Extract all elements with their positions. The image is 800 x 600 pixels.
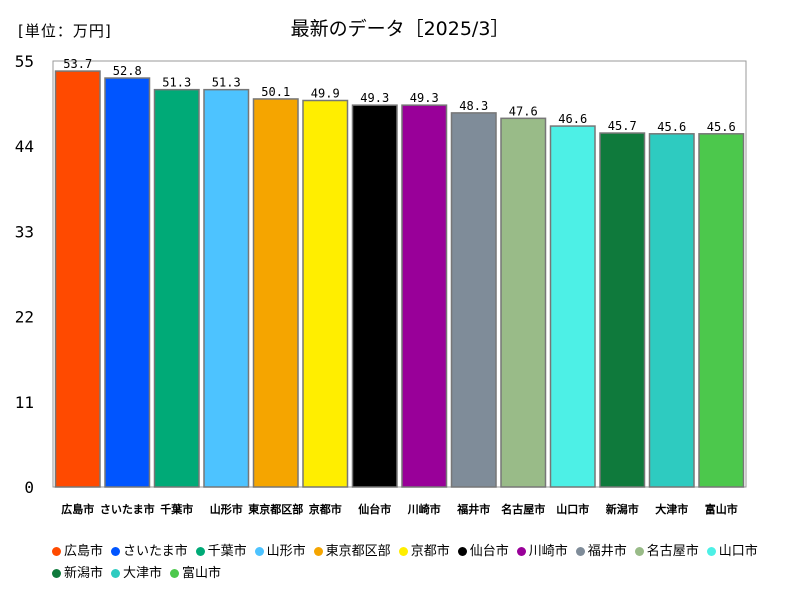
bar bbox=[203, 88, 250, 488]
x-tick-label: 新潟市 bbox=[606, 502, 639, 516]
legend-marker-icon bbox=[706, 547, 716, 556]
x-tick-label: 広島市 bbox=[61, 502, 94, 516]
legend-marker-icon bbox=[634, 547, 644, 556]
data-label: 45.6 bbox=[657, 120, 686, 134]
legend-label: 福井市 bbox=[587, 544, 627, 559]
x-tick-label: 福井市 bbox=[456, 502, 490, 516]
data-label: 49.9 bbox=[311, 87, 340, 101]
x-tick-label: さいたま市 bbox=[100, 502, 155, 516]
legend-marker-icon bbox=[52, 569, 61, 578]
legend-item: 富山市 bbox=[170, 563, 221, 584]
legend-item: 大津市 bbox=[111, 563, 162, 584]
data-label: 53.7 bbox=[63, 57, 92, 71]
y-tick-label: 55 bbox=[15, 52, 34, 71]
bar bbox=[549, 125, 596, 488]
legend-label: 千葉市 bbox=[207, 544, 247, 559]
legend-item: 京都市 bbox=[398, 541, 450, 562]
bar bbox=[302, 99, 349, 488]
bar bbox=[104, 77, 151, 488]
x-tick-label: 名古屋市 bbox=[501, 502, 545, 516]
data-label: 51.3 bbox=[162, 76, 191, 90]
legend-marker-icon bbox=[254, 547, 264, 556]
x-tick-label: 川崎市 bbox=[407, 502, 441, 516]
bar bbox=[648, 133, 695, 488]
legend-label: 仙台市 bbox=[469, 544, 509, 559]
data-label: 48.3 bbox=[459, 99, 488, 113]
legend-marker-icon bbox=[516, 547, 526, 556]
y-tick-label: 33 bbox=[15, 222, 34, 241]
data-label: 49.3 bbox=[410, 91, 439, 105]
x-tick-label: 東京都区部 bbox=[248, 502, 303, 516]
x-tick-label: 山口市 bbox=[556, 502, 589, 516]
bar bbox=[153, 88, 200, 488]
x-tick-label: 仙台市 bbox=[358, 502, 391, 516]
bar bbox=[698, 133, 745, 488]
legend-item: 山形市 bbox=[254, 541, 306, 562]
data-label: 47.6 bbox=[509, 104, 538, 118]
bar bbox=[54, 70, 101, 488]
unit-label: [単位：万円] bbox=[18, 22, 112, 40]
legend-item: 千葉市 bbox=[195, 541, 247, 562]
data-label: 52.8 bbox=[113, 64, 142, 78]
legend-label: さいたま市 bbox=[123, 544, 188, 559]
legend-marker-icon bbox=[398, 547, 408, 556]
bar bbox=[599, 132, 646, 488]
legend-item: 広島市 bbox=[52, 541, 103, 562]
legend-label: 東京都区部 bbox=[325, 544, 391, 559]
data-label: 46.6 bbox=[558, 112, 587, 126]
x-tick-label: 山形市 bbox=[210, 502, 243, 516]
x-tick-label: 富山市 bbox=[705, 502, 738, 516]
legend-label: 山口市 bbox=[718, 544, 758, 559]
legend-label: 富山市 bbox=[182, 566, 222, 581]
legend-label: 川崎市 bbox=[528, 544, 568, 559]
bar bbox=[450, 112, 497, 488]
legend-item: さいたま市 bbox=[111, 541, 188, 562]
y-tick-label: 44 bbox=[15, 137, 34, 156]
legend-marker-icon bbox=[457, 547, 467, 556]
legend-marker-icon bbox=[111, 569, 121, 578]
legend-marker-icon bbox=[313, 547, 323, 556]
x-tick-label: 千葉市 bbox=[160, 502, 193, 516]
legend-label: 大津市 bbox=[123, 566, 163, 581]
legend-item: 福井市 bbox=[575, 541, 627, 562]
legend-label: 名古屋市 bbox=[646, 544, 699, 559]
legend-item: 川崎市 bbox=[516, 541, 568, 562]
data-label: 45.7 bbox=[608, 119, 637, 133]
legend-label: 新潟市 bbox=[64, 566, 104, 581]
data-label: 45.6 bbox=[707, 120, 736, 134]
legend-marker-icon bbox=[52, 547, 61, 556]
legend-item: 仙台市 bbox=[457, 541, 509, 562]
y-tick-label: 22 bbox=[15, 308, 34, 327]
legend-marker-icon bbox=[195, 547, 205, 556]
legend-marker-icon bbox=[575, 547, 585, 556]
data-label: 50.1 bbox=[261, 85, 290, 99]
legend-label: 山形市 bbox=[266, 544, 306, 559]
data-label: 49.3 bbox=[360, 91, 389, 105]
legend-item: 山口市 bbox=[706, 541, 758, 562]
chart-title: 最新のデータ［2025/3］ bbox=[290, 18, 510, 40]
y-tick-label: 11 bbox=[15, 393, 34, 412]
bar bbox=[401, 104, 448, 488]
bar bbox=[351, 104, 398, 488]
legend-marker-icon bbox=[170, 569, 180, 578]
y-tick-label: 0 bbox=[24, 478, 34, 497]
chart-legend: 広島市 さいたま市 千葉市 山形市 東京都区部 京都市 仙台市 川崎市 福井市 名古屋市 山口市新潟… bbox=[52, 541, 792, 585]
legend-marker-icon bbox=[111, 547, 121, 556]
legend-item: 東京都区部 bbox=[313, 541, 391, 562]
legend-label: 京都市 bbox=[410, 544, 450, 559]
data-label: 51.3 bbox=[212, 76, 241, 90]
bar bbox=[500, 117, 547, 488]
legend-item: 新潟市 bbox=[52, 563, 103, 584]
legend-label: 広島市 bbox=[64, 544, 104, 559]
legend-item: 名古屋市 bbox=[634, 541, 699, 562]
x-tick-label: 京都市 bbox=[309, 502, 342, 516]
bar bbox=[252, 98, 299, 488]
x-tick-label: 大津市 bbox=[655, 502, 688, 516]
